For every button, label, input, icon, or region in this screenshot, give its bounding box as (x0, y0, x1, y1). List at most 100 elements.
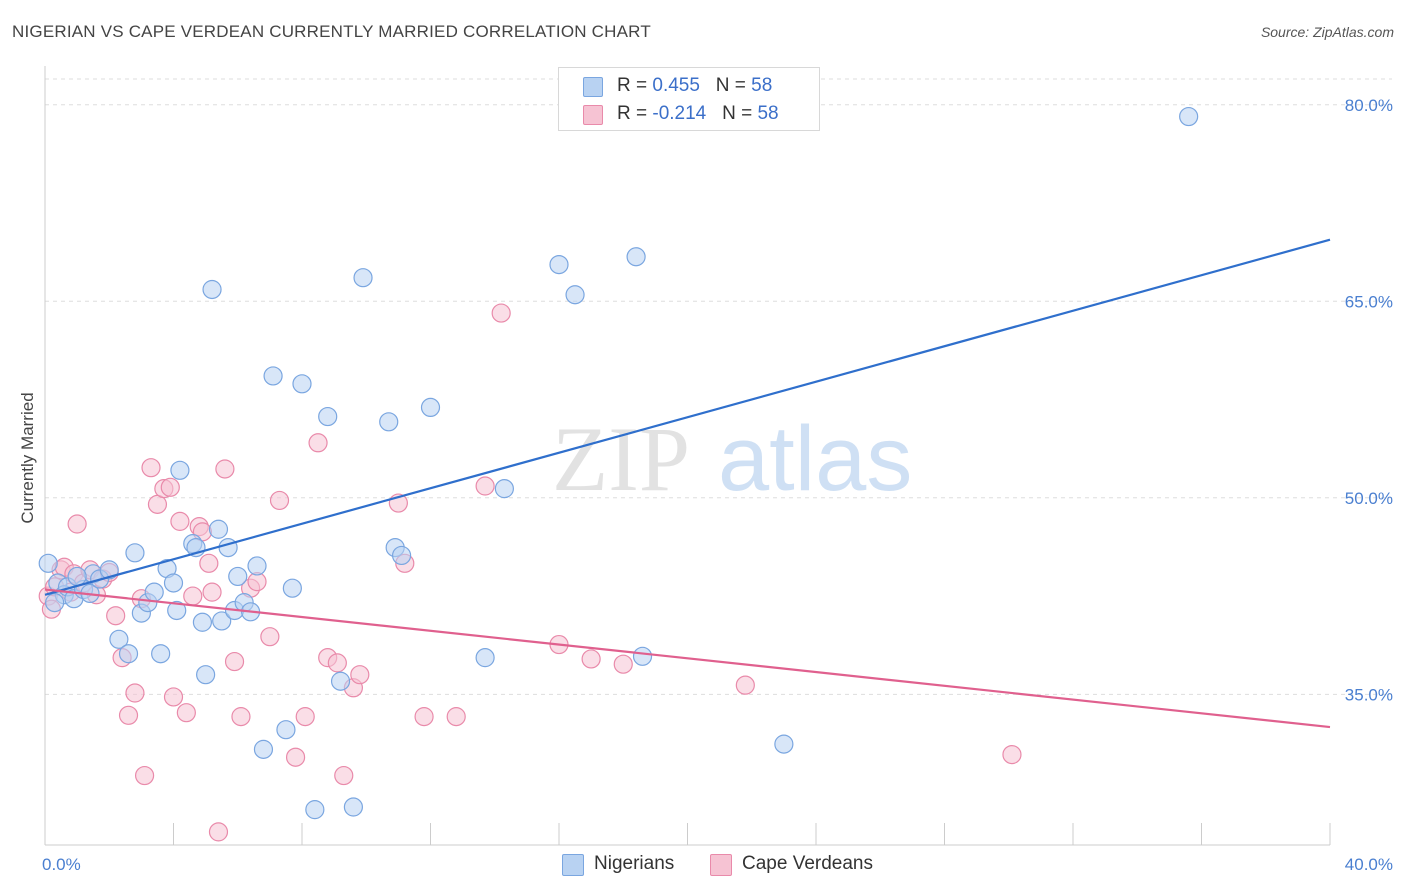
stats-legend: R = 0.455 N = 58 R = -0.214 N = 58 (558, 67, 820, 131)
r-value: -0.214 (652, 103, 707, 124)
nigerian-point (45, 593, 65, 613)
nigerian-point (170, 460, 190, 480)
legend-label-cape-verdeans: Cape Verdeans (742, 853, 873, 874)
cape-verdean-point (134, 765, 155, 786)
r-label: R = (617, 103, 653, 124)
y-tick-label: 50.0% (1345, 489, 1393, 508)
trend-lines (44, 238, 1331, 729)
cape-verdean-point (163, 687, 184, 707)
legend-swatch-pink (710, 854, 732, 876)
n-value: 58 (751, 75, 773, 96)
n-label: N = (722, 103, 758, 124)
cape-verdean-point (613, 654, 633, 674)
chart-title: NIGERIAN VS CAPE VERDEAN CURRENTLY MARRI… (12, 22, 651, 41)
cape-verdean-point (170, 511, 190, 531)
nigerian-point (253, 739, 274, 759)
tick-labels: 35.0% 50.0% 65.0% 80.0% 0.0% 40.0% (42, 96, 1393, 874)
legend-swatch-pink (583, 105, 603, 125)
cape-verdean-point (334, 765, 354, 786)
nigerian-point (1179, 106, 1199, 127)
y-tick-label: 35.0% (1345, 685, 1393, 704)
cape-verdean-point (202, 582, 222, 602)
r-value: 0.455 (652, 75, 700, 96)
r-label: R = (617, 75, 653, 96)
nigerian-point (774, 734, 794, 754)
nigerian-point (549, 254, 569, 275)
nigerian-point (632, 646, 653, 666)
cape-verdean-point (446, 707, 466, 727)
nigerian-point (379, 412, 399, 432)
nigerian-point (202, 279, 222, 300)
cape-verdean-point (308, 433, 328, 453)
nigerian-point (318, 406, 338, 427)
chart-source: Source: ZipAtlas.com (1260, 24, 1394, 40)
cape-verdean-point (295, 707, 315, 727)
y-axis-label: Currently Married (18, 392, 37, 523)
nigerian-point (565, 285, 585, 305)
nigerian-point (276, 720, 296, 740)
cape-verdean-point (215, 459, 235, 479)
cape-verdean-point (141, 458, 161, 478)
nigerian-point (292, 374, 312, 394)
cape-verdean-point (176, 703, 196, 723)
cape-verdean-point (269, 490, 290, 511)
watermark-zip: ZIP (552, 408, 690, 510)
watermark: ZIP atlas (552, 408, 912, 510)
axes (44, 66, 1331, 846)
cape-verdean-point (224, 651, 245, 672)
nigerian-point (212, 611, 232, 631)
cape-verdean-point (1002, 744, 1022, 765)
cape-verdean-point (183, 586, 203, 606)
nigerian-point (626, 247, 646, 267)
nigerian-point (208, 519, 229, 539)
cape-verdean-point (106, 606, 126, 626)
nigerian-point (144, 582, 164, 602)
nigerian-point (391, 545, 412, 566)
cape-verdean-point (125, 683, 145, 703)
nigerian-points (38, 106, 1199, 820)
nigerian-point (330, 671, 351, 691)
legend-stats-nigerians: R = 0.455 N = 58 (617, 75, 772, 97)
nigerian-point (125, 543, 145, 563)
n-value: 58 (757, 103, 779, 124)
x-tick-label: 40.0% (1345, 855, 1393, 874)
cape-verdean-point (260, 627, 280, 647)
legend-swatch-blue (562, 854, 584, 876)
cape-verdean-point (735, 675, 755, 695)
nigerian-point (99, 560, 119, 580)
x-tick-label: 0.0% (42, 855, 81, 874)
cape-verdean-point (199, 553, 219, 573)
nigerian-point (420, 397, 441, 418)
y-tick-label: 65.0% (1345, 292, 1393, 311)
cape-verdean-point (285, 747, 306, 767)
cape-verdean-point (231, 707, 251, 727)
nigerian-point (67, 566, 87, 587)
nigerian-point (475, 648, 495, 668)
nigerian-point (151, 644, 171, 664)
nigerian-point (305, 800, 325, 820)
nigerian-point (167, 600, 187, 621)
cape-verdean-point (475, 476, 495, 496)
nigerian-point (353, 268, 373, 288)
cape-verdean-point (327, 653, 347, 673)
cape-verdean-point (208, 822, 229, 842)
nigerian-point (282, 578, 302, 598)
nigerian-point (196, 665, 216, 685)
nigerian-point (109, 629, 129, 649)
nigerian-point (263, 366, 283, 386)
cape-verdean-point (581, 649, 601, 669)
cape-verdean-point (414, 707, 434, 727)
nigerian-point (38, 553, 58, 573)
legend-stats-cape-verdeans: R = -0.214 N = 58 (617, 103, 779, 125)
cape-verdean-point (350, 665, 370, 685)
watermark-atlas: atlas (718, 408, 912, 510)
nigerian-point (192, 612, 213, 632)
cape-verdean-trend-line (44, 588, 1331, 729)
cape-verdean-point (491, 303, 511, 323)
y-tick-label: 80.0% (1345, 96, 1393, 115)
nigerian-trend-line (44, 238, 1331, 596)
nigerian-point (163, 573, 184, 593)
cape-verdean-point (160, 477, 180, 497)
cape-verdean-point (118, 705, 139, 725)
